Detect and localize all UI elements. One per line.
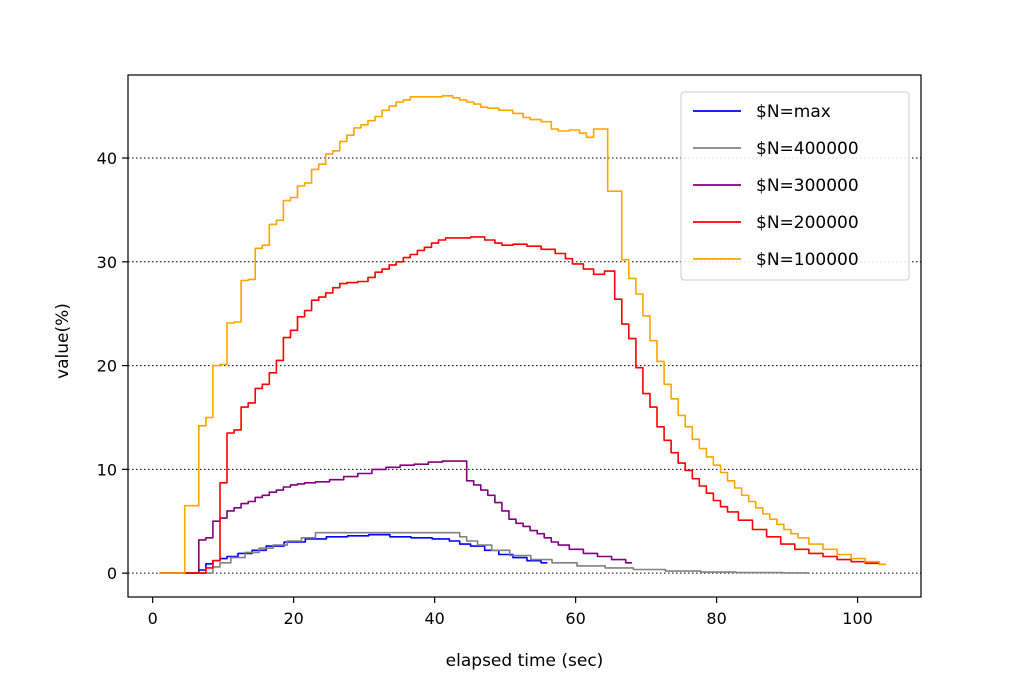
x-axis-ticks: 0 20 40 60 80 100 (148, 597, 873, 628)
legend-label-4: $N=100000 (756, 250, 859, 270)
x-axis-label: elapsed time (sec) (446, 651, 604, 671)
legend-box (680, 91, 910, 281)
legend-label-3: $N=200000 (756, 213, 859, 233)
y-tick-label-0: 0 (107, 564, 117, 583)
series-line-2 (159, 460, 632, 574)
legend: $N=max $N=400000 $N=300000 $N=200000 $N=1000… (680, 91, 910, 281)
y-tick-label-3: 30 (97, 253, 117, 272)
series-lines (159, 95, 886, 574)
series-line-1 (159, 531, 809, 574)
x-tick-label-3: 60 (565, 609, 585, 628)
y-tick-label-4: 40 (97, 149, 117, 168)
x-tick-label-5: 100 (842, 609, 873, 628)
y-tick-label-2: 20 (97, 357, 117, 376)
plot-area-frame (127, 74, 922, 598)
x-tick-label-0: 0 (148, 609, 158, 628)
series-line-4 (159, 95, 886, 574)
y-tick-label-1: 10 (97, 460, 117, 479)
x-tick-label-4: 80 (706, 609, 726, 628)
legend-label-0: $N=max (756, 102, 831, 122)
x-tick-label-2: 40 (424, 609, 444, 628)
y-axis-label: value(%) (53, 303, 73, 379)
y-axis-ticks: 0 10 20 30 40 (97, 149, 128, 583)
legend-label-1: $N=400000 (756, 139, 859, 159)
x-tick-label-1: 20 (283, 609, 303, 628)
legend-label-2: $N=300000 (756, 176, 859, 196)
series-line-3 (159, 236, 886, 574)
